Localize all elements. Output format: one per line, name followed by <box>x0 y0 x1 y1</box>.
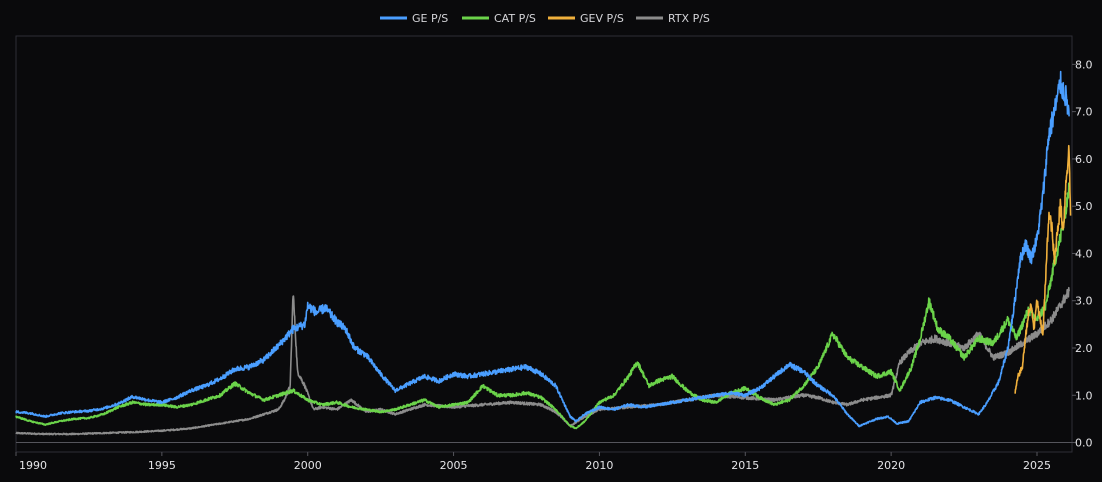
y-tick-label: 2.0 <box>1075 342 1093 355</box>
x-tick-label: 2020 <box>877 459 905 472</box>
legend-item-gev[interactable]: GEV P/S <box>548 12 624 25</box>
x-tick-label: 1990 <box>19 459 47 472</box>
x-tick-label: 2015 <box>731 459 759 472</box>
y-tick-label: 6.0 <box>1075 153 1093 166</box>
x-tick-label: 1995 <box>148 459 176 472</box>
y-tick-label: 4.0 <box>1075 247 1093 260</box>
y-tick-label: 8.0 <box>1075 58 1093 71</box>
plot-area-frame <box>15 35 1073 453</box>
legend-label-ge: GE P/S <box>412 12 448 25</box>
y-tick-label: 7.0 <box>1075 106 1093 119</box>
legend-label-rtx: RTX P/S <box>668 12 710 25</box>
series-line-rtx <box>15 286 1070 436</box>
x-tick-label: 2005 <box>440 459 468 472</box>
legend-item-ge[interactable]: GE P/S <box>380 12 448 25</box>
y-tick-label: 5.0 <box>1075 200 1093 213</box>
series-line-gev <box>1014 144 1072 394</box>
legend-label-gev: GEV P/S <box>580 12 624 25</box>
x-tick-label: 2000 <box>294 459 322 472</box>
y-tick-label: 0.0 <box>1075 437 1093 450</box>
x-tick-label: 2010 <box>585 459 613 472</box>
x-axis: 1990 1995 2000 2005 2010 2015 2020 2025 <box>15 452 1051 472</box>
series-line-ge <box>15 70 1070 428</box>
legend-item-rtx[interactable]: RTX P/S <box>636 12 710 25</box>
series-layer <box>15 70 1072 436</box>
y-axis: 0.0 1.0 2.0 3.0 4.0 5.0 6.0 7.0 8.0 <box>1072 58 1093 450</box>
legend[interactable]: GE P/S CAT P/S GEV P/S RTX P/S <box>380 12 710 25</box>
legend-item-cat[interactable]: CAT P/S <box>462 12 536 25</box>
x-tick-label: 2025 <box>1023 459 1051 472</box>
y-tick-label: 3.0 <box>1075 295 1093 308</box>
legend-label-cat: CAT P/S <box>494 12 536 25</box>
y-tick-label: 1.0 <box>1075 389 1093 402</box>
series-line-cat <box>15 182 1070 430</box>
